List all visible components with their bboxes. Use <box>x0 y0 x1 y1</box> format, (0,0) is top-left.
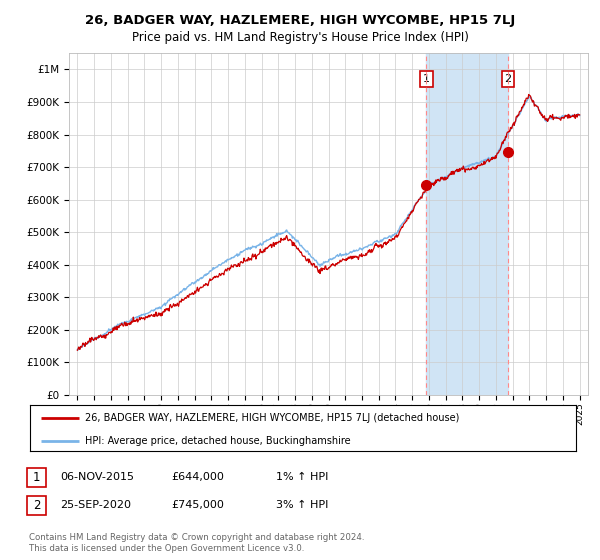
Text: £644,000: £644,000 <box>171 472 224 482</box>
Text: 2: 2 <box>505 74 512 84</box>
Text: 2: 2 <box>33 498 40 512</box>
Text: 1: 1 <box>423 74 430 84</box>
Text: 3% ↑ HPI: 3% ↑ HPI <box>276 500 328 510</box>
Text: 26, BADGER WAY, HAZLEMERE, HIGH WYCOMBE, HP15 7LJ (detached house): 26, BADGER WAY, HAZLEMERE, HIGH WYCOMBE,… <box>85 413 459 423</box>
Text: 1: 1 <box>33 470 40 484</box>
Text: HPI: Average price, detached house, Buckinghamshire: HPI: Average price, detached house, Buck… <box>85 436 350 446</box>
Text: 25-SEP-2020: 25-SEP-2020 <box>60 500 131 510</box>
Text: 26, BADGER WAY, HAZLEMERE, HIGH WYCOMBE, HP15 7LJ: 26, BADGER WAY, HAZLEMERE, HIGH WYCOMBE,… <box>85 14 515 27</box>
Text: 1% ↑ HPI: 1% ↑ HPI <box>276 472 328 482</box>
Text: Contains HM Land Registry data © Crown copyright and database right 2024.
This d: Contains HM Land Registry data © Crown c… <box>29 533 364 553</box>
Text: £745,000: £745,000 <box>171 500 224 510</box>
Text: 06-NOV-2015: 06-NOV-2015 <box>60 472 134 482</box>
Bar <box>427 53 508 395</box>
Text: Price paid vs. HM Land Registry's House Price Index (HPI): Price paid vs. HM Land Registry's House … <box>131 31 469 44</box>
